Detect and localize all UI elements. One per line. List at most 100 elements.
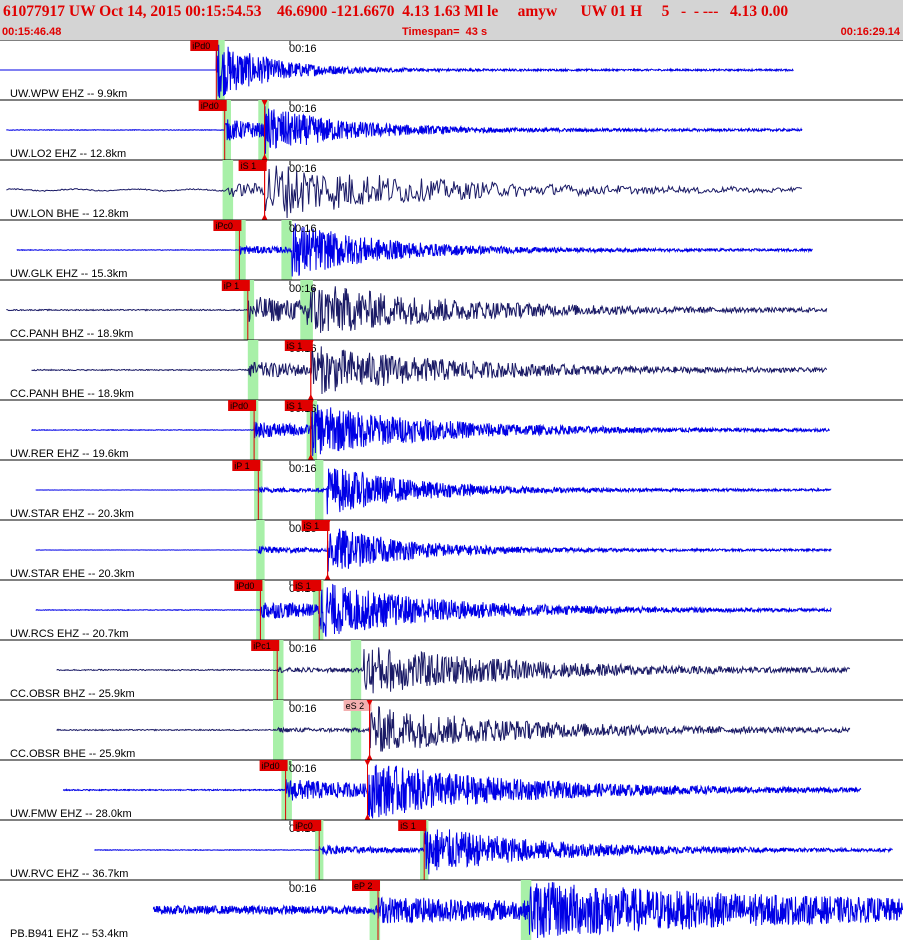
station-label: UW.STAR EHE -- 20.3km — [10, 568, 134, 580]
pick-flag[interactable] — [228, 400, 257, 411]
pick-flag[interactable] — [398, 820, 427, 831]
pick-flag[interactable] — [293, 580, 322, 591]
seismogram-panel[interactable]: 00:16 iPd0 UW.WPW EHZ -- 9.9km 00:16 iPd0 UW.… — [0, 40, 903, 940]
pick-flag[interactable] — [259, 760, 288, 771]
pick-label: eS 2 — [346, 701, 365, 711]
pick-flag[interactable] — [293, 820, 322, 831]
pick-flag[interactable] — [352, 880, 380, 891]
trace-row[interactable]: 00:16 iP 1 UW.STAR EHZ -- 20.3km — [0, 459, 903, 520]
pick-label: iP 1 — [234, 461, 249, 471]
waveform — [31, 346, 828, 395]
pick-label: iS 1 — [295, 581, 311, 591]
station-label: UW.FMW EHZ -- 28.0km — [10, 808, 132, 820]
marker-bottom — [307, 454, 314, 460]
trace-row[interactable]: 00:16 iPc0 UW.GLK EHZ -- 15.3km — [0, 219, 903, 280]
marker-top — [307, 340, 314, 346]
time-marker-label: 00:16 — [289, 463, 317, 475]
station-label: UW.LO2 EHZ -- 12.8km — [10, 148, 126, 160]
station-label: UW.RCS EHZ -- 20.7km — [10, 628, 129, 640]
time-marker-label: 00:16 — [289, 223, 317, 235]
pick-flag[interactable] — [238, 160, 267, 171]
time-marker-label: 00:16 — [289, 163, 317, 175]
event-summary: 61077917 UW Oct 14, 2015 00:15:54.53 46.… — [3, 3, 789, 20]
marker-top — [366, 700, 373, 706]
waveform — [6, 106, 803, 154]
station-label: CC.OBSR BHZ -- 25.9km — [10, 688, 135, 700]
marker-top — [364, 760, 371, 766]
waveform — [16, 223, 813, 277]
pick-flag[interactable] — [234, 580, 263, 591]
pick-window — [222, 160, 234, 220]
timespan-label: Timespan= 43 s — [402, 26, 488, 38]
pick-label: iPc0 — [295, 821, 313, 831]
trace-row[interactable]: 00:16 iP 1 CC.PANH BHZ -- 18.9km — [0, 279, 903, 340]
station-label: UW.LON BHE -- 12.8km — [10, 208, 129, 220]
marker-bottom — [324, 574, 331, 580]
station-label: PB.B941 EHZ -- 53.4km — [10, 928, 128, 940]
pick-flag[interactable] — [213, 220, 242, 231]
station-label: UW.STAR EHZ -- 20.3km — [10, 508, 134, 520]
time-marker-label: 00:16 — [289, 883, 317, 895]
trace-row[interactable]: 00:16 iPd0 UW.LO2 EHZ -- 12.8km — [0, 99, 903, 160]
pick-window — [216, 40, 225, 100]
time-marker-label: 00:16 — [289, 703, 317, 715]
trace-row[interactable]: 00:16 eS 2 CC.OBSR BHE -- 25.9km — [0, 699, 903, 760]
pick-flag[interactable] — [301, 520, 330, 531]
pick-label: iPd0 — [201, 101, 219, 111]
pick-flag[interactable] — [221, 280, 250, 291]
marker-top — [307, 400, 314, 406]
waveform — [6, 165, 802, 219]
pick-window — [273, 700, 284, 760]
waveform — [152, 882, 903, 939]
pick-flag[interactable] — [284, 340, 313, 351]
pick-label: iPd0 — [230, 401, 248, 411]
pick-label: iPd0 — [262, 761, 280, 771]
trace-row[interactable]: 00:16 eP 2 PB.B941 EHZ -- 53.4km — [0, 879, 903, 940]
trace-row[interactable]: 00:16iPd0iS 1UW.RER EHZ -- 19.6km — [0, 399, 903, 460]
pick-label: iS 1 — [304, 521, 320, 531]
pick-label: iS 1 — [287, 401, 303, 411]
time-marker-label: 00:16 — [289, 643, 317, 655]
pick-flag[interactable] — [232, 460, 261, 471]
pick-flag[interactable] — [198, 100, 227, 111]
time-marker-label: 00:16 — [289, 103, 317, 115]
pick-window — [306, 400, 318, 460]
station-label: CC.OBSR BHE -- 25.9km — [10, 748, 135, 760]
marker-bottom — [364, 814, 371, 820]
marker-bottom — [366, 754, 373, 760]
pick-label: iPd0 — [192, 41, 210, 51]
pick-flag[interactable] — [284, 400, 313, 411]
waveform — [31, 404, 830, 456]
pick-flag[interactable] — [251, 640, 280, 651]
start-time: 00:15:46.48 — [2, 26, 62, 38]
station-label: CC.PANH BHE -- 18.9km — [10, 388, 134, 400]
marker-bottom — [261, 214, 268, 220]
pick-label: iPc1 — [253, 641, 271, 651]
time-marker-label: 00:16 — [289, 763, 317, 775]
waveform — [35, 468, 832, 515]
pick-flag[interactable] — [190, 40, 219, 51]
trace-row[interactable]: 00:16iPd0iS 1UW.RCS EHZ -- 20.7km — [0, 579, 903, 640]
pick-flag[interactable] — [343, 700, 372, 711]
waveform — [6, 286, 828, 333]
pick-label: iS 1 — [241, 161, 257, 171]
station-label: UW.WPW EHZ -- 9.9km — [10, 88, 127, 100]
station-label: UW.RVC EHZ -- 36.7km — [10, 868, 128, 880]
station-label: CC.PANH BHZ -- 18.9km — [10, 328, 133, 340]
time-marker-label: 00:16 — [289, 43, 317, 55]
station-label: UW.GLK EHZ -- 15.3km — [10, 268, 127, 280]
station-label: UW.RER EHZ -- 19.6km — [10, 448, 129, 460]
trace-row[interactable]: 00:16 iPd0 UW.FMW EHZ -- 28.0km — [0, 759, 903, 820]
trace-row[interactable]: 00:16 iPc1 CC.OBSR BHZ -- 25.9km — [0, 639, 903, 700]
waveform — [0, 44, 794, 98]
trace-row[interactable]: 00:16 iS 1 UW.LON BHE -- 12.8km — [0, 159, 903, 220]
pick-window — [300, 280, 313, 340]
waveform — [94, 828, 893, 875]
end-time: 00:16:29.14 — [840, 26, 900, 38]
trace-row[interactable]: 00:16iPc0iS 1UW.RVC EHZ -- 36.7km — [0, 819, 903, 880]
marker-bottom — [261, 154, 268, 160]
trace-row[interactable]: 00:16 iPd0 UW.WPW EHZ -- 9.9km — [0, 40, 903, 100]
pick-label: iP 1 — [224, 281, 239, 291]
